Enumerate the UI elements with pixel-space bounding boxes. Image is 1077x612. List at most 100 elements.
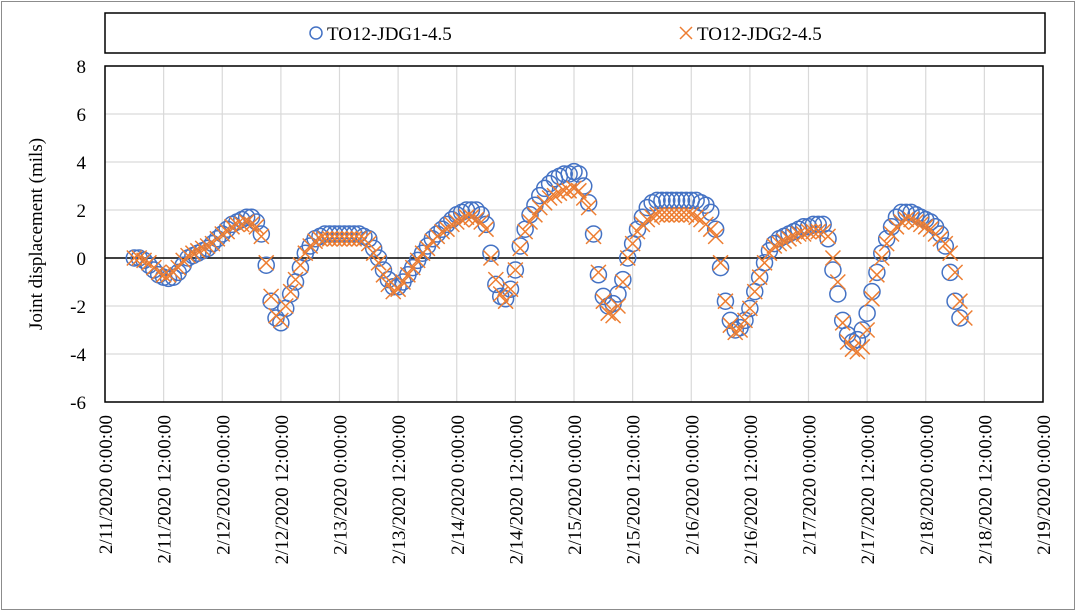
data-point-x xyxy=(790,225,807,243)
x-tick-label: 2/17/2020 12:00:00 xyxy=(858,415,879,564)
data-point-x xyxy=(502,281,519,298)
data-point-x xyxy=(639,211,656,228)
data-point-circle xyxy=(868,263,886,282)
y-axis-ticks: 8 6 4 2 0 -2 -4 -6 xyxy=(70,57,86,414)
data-point-circle xyxy=(584,225,603,243)
x-tick-label: 2/15/2020 0:00:00 xyxy=(565,415,586,555)
data-point-x xyxy=(951,293,968,310)
data-point-x xyxy=(443,216,460,233)
data-point-circle xyxy=(892,203,911,222)
legend-label: TO12-JDG1-4.5 xyxy=(327,24,452,45)
data-point-x xyxy=(624,235,641,252)
data-point-x xyxy=(678,206,695,223)
data-point-x xyxy=(258,254,275,271)
data-point-circle xyxy=(653,191,671,210)
legend-items: TO12-JDG1-4.5 TO12-JDG2-4.5 xyxy=(309,24,822,45)
data-point-circle xyxy=(946,292,964,310)
data-point-x xyxy=(126,249,143,267)
data-point-circle xyxy=(579,194,598,212)
data-point-x xyxy=(834,314,851,331)
y-tick-label: 8 xyxy=(77,57,87,78)
data-point-circle xyxy=(941,263,959,282)
data-point-x xyxy=(297,245,314,262)
data-point-x xyxy=(189,242,206,259)
data-point-x xyxy=(194,240,211,257)
data-point-x xyxy=(854,338,871,355)
data-point-x xyxy=(512,240,529,257)
data-point-circle xyxy=(364,239,383,258)
data-point-x xyxy=(619,249,636,267)
legend-marker-x xyxy=(679,26,693,40)
data-point-x xyxy=(741,300,758,317)
legend-label: TO12-JDG2-4.5 xyxy=(697,24,822,45)
data-point-x xyxy=(248,218,265,235)
data-point-x xyxy=(507,261,524,279)
data-point-x xyxy=(751,269,768,286)
y-tick-label: 2 xyxy=(77,201,87,222)
data-point-x xyxy=(595,293,612,310)
data-point-x xyxy=(644,209,661,226)
data-point-x xyxy=(898,211,915,228)
data-point-x xyxy=(702,221,719,238)
data-point-x xyxy=(434,223,451,240)
data-point-x xyxy=(707,228,724,245)
data-point-x xyxy=(732,321,749,339)
data-point-x xyxy=(756,254,773,271)
x-tick-label: 2/13/2020 0:00:00 xyxy=(331,415,352,555)
x-tick-label: 2/14/2020 0:00:00 xyxy=(448,415,469,555)
data-point-circle xyxy=(936,237,955,255)
x-tick-label: 2/15/2020 12:00:00 xyxy=(624,415,645,564)
data-point-x xyxy=(409,252,426,269)
legend-marker-circle xyxy=(309,26,323,40)
y-tick-label: 0 xyxy=(77,249,87,270)
data-point-circle xyxy=(340,225,359,243)
x-axis-ticks: 2/11/2020 0:00:00 2/11/2020 12:00:00 2/12/… xyxy=(96,415,1055,564)
data-point-circle xyxy=(570,165,588,183)
data-point-x xyxy=(394,273,412,291)
data-point-circle xyxy=(496,290,515,308)
data-point-circle xyxy=(951,309,969,327)
data-point-circle xyxy=(330,225,349,243)
data-point-circle xyxy=(335,225,354,243)
data-point-circle xyxy=(325,225,344,243)
data-point-x xyxy=(688,209,705,226)
data-point-circle xyxy=(614,270,632,289)
x-tick-label: 2/11/2020 12:00:00 xyxy=(155,415,176,564)
data-point-x xyxy=(390,281,407,298)
data-point-x xyxy=(292,257,309,274)
data-point-x xyxy=(150,264,167,281)
data-point-x xyxy=(780,230,797,247)
data-point-x xyxy=(863,290,881,307)
data-point-x xyxy=(223,218,241,235)
data-point-x xyxy=(820,228,837,245)
data-point-x xyxy=(360,235,377,252)
x-tick-label: 2/18/2020 0:00:00 xyxy=(917,415,938,555)
data-point-x xyxy=(473,213,490,231)
data-point-x xyxy=(551,185,568,202)
data-point-x xyxy=(243,216,260,233)
y-tick-label: 4 xyxy=(77,153,87,174)
y-axis-title: Joint displacement (mils) xyxy=(26,138,47,330)
data-point-x xyxy=(829,273,846,291)
data-point-circle xyxy=(716,292,735,310)
data-point-circle xyxy=(853,321,871,339)
data-point-x xyxy=(184,245,201,262)
data-point-x xyxy=(517,223,534,240)
data-point-x xyxy=(942,245,959,262)
data-point-x xyxy=(272,312,289,329)
data-point-circle xyxy=(833,311,852,330)
data-point-x xyxy=(683,206,700,223)
gridlines xyxy=(104,65,1044,403)
data-point-x xyxy=(727,324,744,341)
data-point-circle xyxy=(658,191,676,210)
data-point-circle xyxy=(506,261,525,279)
data-point-x xyxy=(136,252,153,269)
data-point-circle xyxy=(316,225,334,243)
x-tick-label: 2/17/2020 0:00:00 xyxy=(800,415,821,555)
data-point-circle xyxy=(863,282,881,301)
data-point-x xyxy=(712,254,729,271)
legend xyxy=(104,12,1046,54)
data-point-x xyxy=(458,209,475,226)
